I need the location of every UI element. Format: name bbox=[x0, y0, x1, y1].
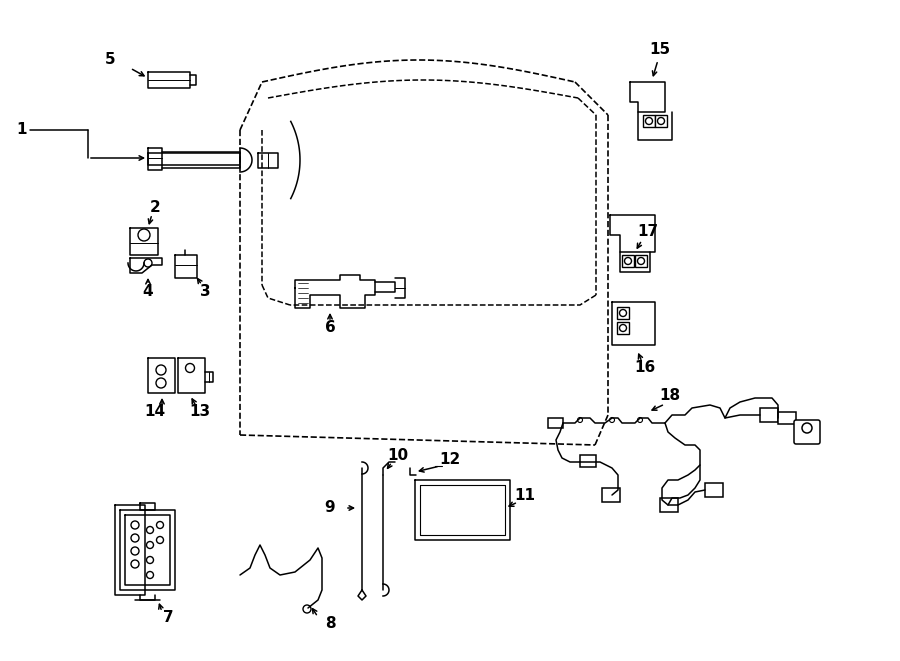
Circle shape bbox=[147, 557, 154, 563]
Text: 11: 11 bbox=[515, 488, 536, 504]
Bar bbox=[617, 322, 629, 334]
Text: 15: 15 bbox=[650, 42, 670, 58]
Text: 14: 14 bbox=[144, 405, 166, 420]
Text: 18: 18 bbox=[660, 389, 680, 403]
Circle shape bbox=[802, 423, 812, 433]
Circle shape bbox=[658, 118, 664, 124]
Circle shape bbox=[131, 547, 139, 555]
Text: 10: 10 bbox=[387, 447, 409, 463]
Circle shape bbox=[637, 418, 643, 422]
Text: 5: 5 bbox=[104, 52, 115, 67]
Bar bbox=[643, 115, 655, 127]
Circle shape bbox=[619, 309, 626, 317]
Circle shape bbox=[645, 118, 652, 124]
Circle shape bbox=[147, 527, 154, 533]
Text: 7: 7 bbox=[163, 611, 174, 625]
Bar bbox=[705, 483, 723, 497]
Circle shape bbox=[619, 325, 626, 332]
Bar bbox=[660, 498, 678, 512]
Circle shape bbox=[131, 534, 139, 542]
Circle shape bbox=[625, 258, 632, 264]
Circle shape bbox=[138, 229, 150, 241]
Circle shape bbox=[144, 259, 152, 267]
Bar bbox=[617, 307, 629, 319]
Circle shape bbox=[147, 572, 154, 578]
Bar bbox=[602, 488, 620, 502]
Circle shape bbox=[131, 560, 139, 568]
Text: 8: 8 bbox=[325, 615, 336, 631]
Circle shape bbox=[131, 521, 139, 529]
Text: 2: 2 bbox=[149, 200, 160, 215]
FancyBboxPatch shape bbox=[794, 420, 820, 444]
Bar bbox=[655, 115, 667, 127]
Bar bbox=[580, 455, 596, 467]
Circle shape bbox=[185, 364, 194, 373]
Bar bbox=[778, 412, 796, 424]
Text: 6: 6 bbox=[325, 321, 336, 336]
Circle shape bbox=[156, 365, 166, 375]
Circle shape bbox=[578, 418, 582, 422]
Circle shape bbox=[303, 605, 311, 613]
Circle shape bbox=[609, 418, 615, 422]
Text: 4: 4 bbox=[143, 284, 153, 299]
Text: 13: 13 bbox=[189, 405, 211, 420]
Text: 3: 3 bbox=[200, 284, 211, 299]
Bar bbox=[760, 408, 778, 422]
Text: 16: 16 bbox=[634, 360, 655, 375]
Bar bbox=[548, 418, 563, 428]
Bar bbox=[635, 255, 647, 267]
Circle shape bbox=[157, 522, 164, 529]
Text: 12: 12 bbox=[439, 453, 461, 467]
Circle shape bbox=[637, 258, 644, 264]
Text: 1: 1 bbox=[17, 122, 27, 137]
Text: 9: 9 bbox=[325, 500, 336, 516]
Bar bbox=[622, 255, 634, 267]
Circle shape bbox=[157, 537, 164, 543]
Text: 17: 17 bbox=[637, 225, 659, 239]
Circle shape bbox=[147, 541, 154, 549]
Circle shape bbox=[156, 378, 166, 388]
